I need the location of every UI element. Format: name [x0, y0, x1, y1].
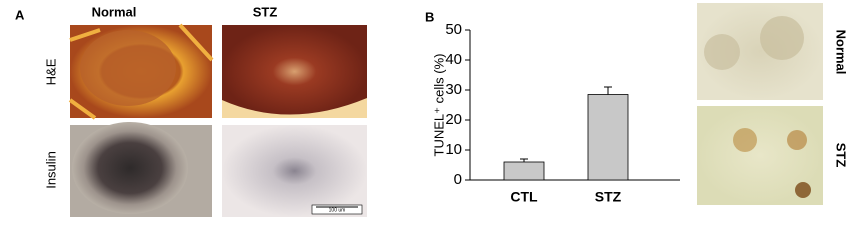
row-label: Insulin [43, 151, 58, 189]
panel-label: A [15, 7, 25, 22]
micrograph [697, 3, 823, 100]
micrograph [68, 23, 214, 120]
y-tick-label: 30 [445, 81, 462, 98]
panel-label: B [425, 9, 434, 24]
micrograph [222, 25, 367, 118]
x-tick-label: CTL [510, 189, 538, 205]
image-label: STZ [834, 143, 849, 168]
column-label: Normal [92, 4, 137, 19]
column-label: STZ [253, 4, 278, 19]
image-label: Normal [834, 30, 849, 75]
scale-bar-label: 100 um [329, 207, 346, 213]
bar [587, 94, 629, 181]
micrograph: 100 um [222, 125, 367, 217]
micrograph [70, 122, 212, 217]
error-bar [520, 158, 528, 162]
y-tick-label: 10 [445, 141, 462, 158]
y-axis-label: TUNEL⁺ cells (%) [431, 54, 446, 157]
y-tick-label: 0 [454, 171, 462, 188]
y-tick-label: 20 [445, 111, 462, 128]
y-tick-label: 50 [445, 21, 462, 38]
micrograph [697, 106, 823, 205]
error-bar [604, 86, 612, 95]
y-tick-label: 40 [445, 51, 462, 68]
row-label: H&E [43, 58, 58, 85]
bar [503, 161, 545, 181]
x-tick-label: STZ [595, 189, 622, 205]
figure: A Normal STZ H&E Insulin 100 um B TUNEL⁺… [15, 3, 849, 217]
